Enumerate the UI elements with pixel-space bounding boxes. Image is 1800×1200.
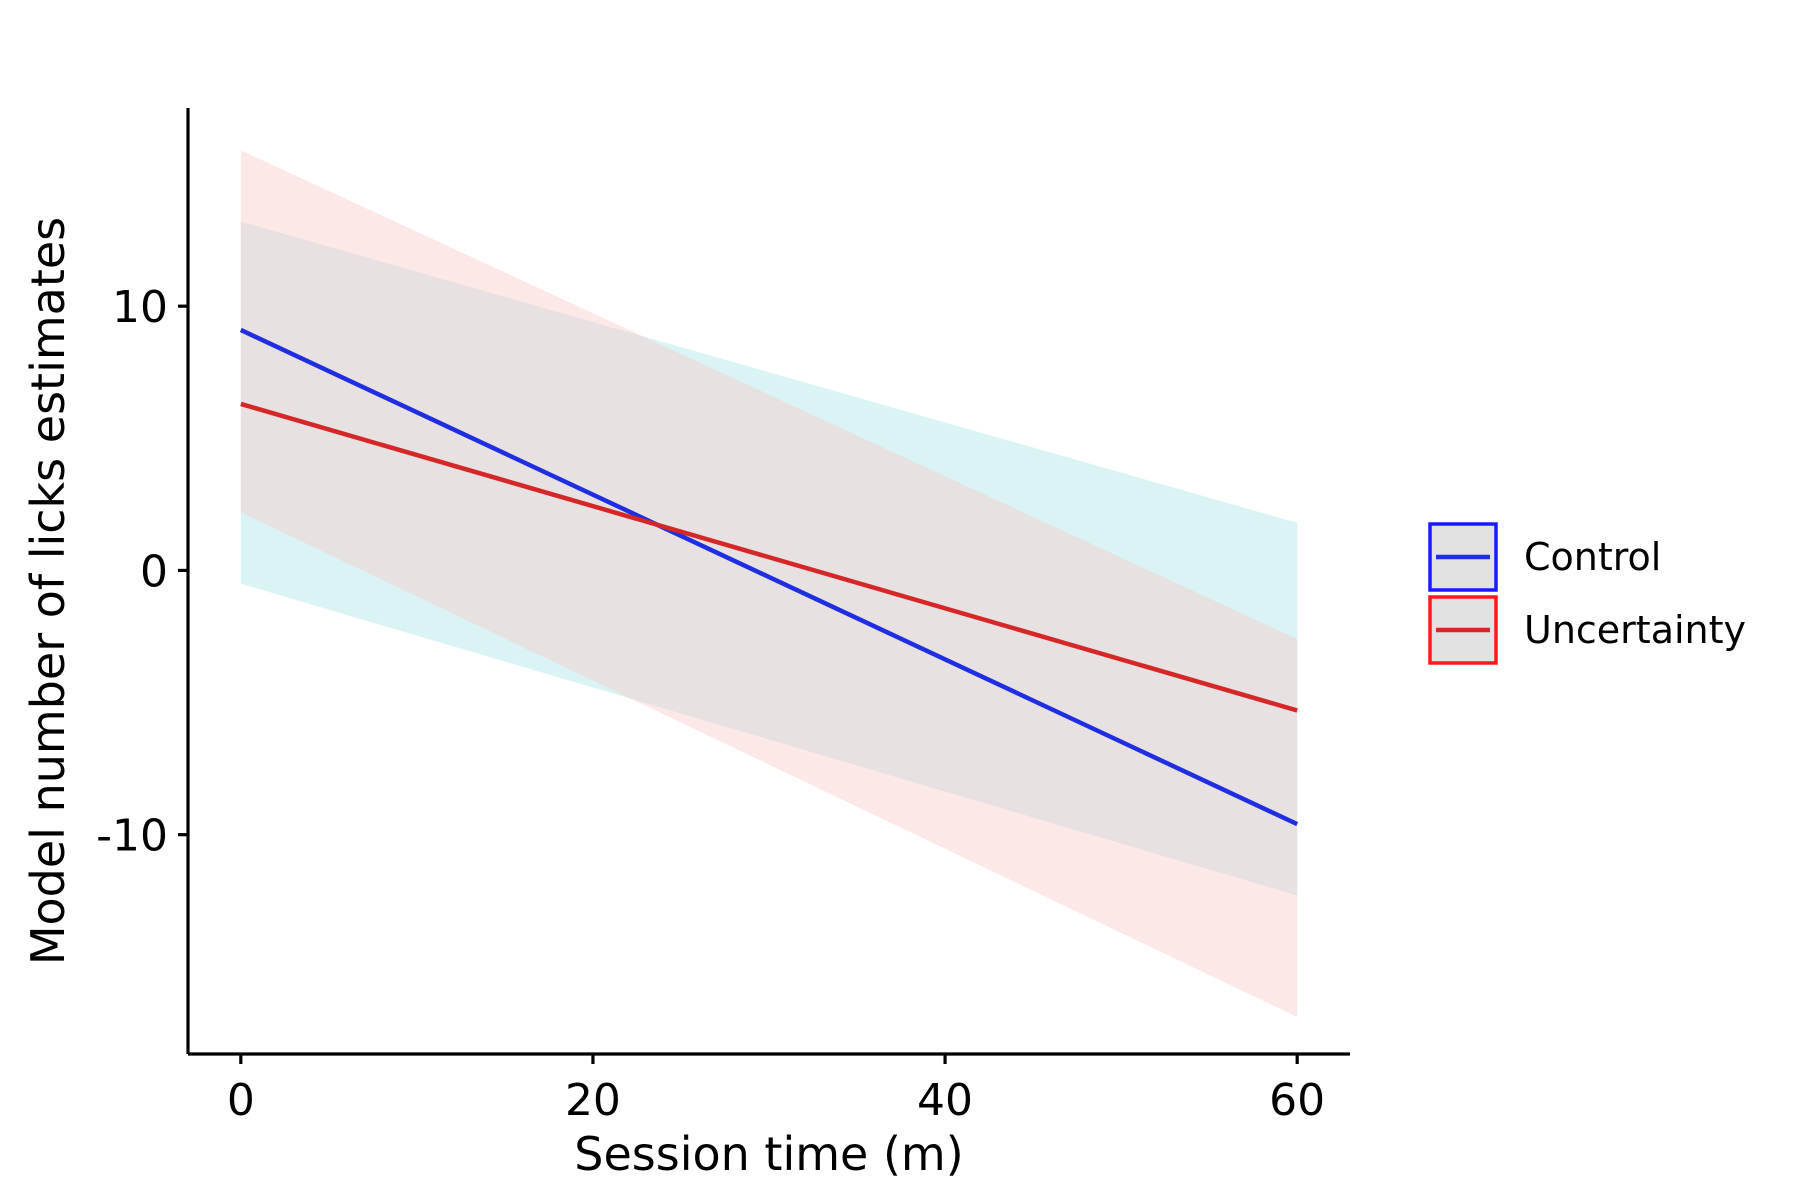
series-line-control bbox=[239, 327, 1299, 827]
legend-entry-uncertainty: Uncertainty bbox=[1428, 595, 1746, 665]
y-tick-label: 10 bbox=[112, 282, 168, 333]
axes bbox=[186, 108, 1350, 1056]
series-lines bbox=[239, 327, 1299, 827]
y-tick-label: 0 bbox=[140, 546, 168, 597]
x-tick-label: 0 bbox=[227, 1075, 255, 1126]
y-tick-label: -10 bbox=[96, 811, 168, 862]
axis-ticks: 0 20 40 60 10 0 -10 bbox=[96, 282, 1325, 1126]
confidence-bands bbox=[240, 150, 1298, 1018]
legend-label: Uncertainty bbox=[1524, 608, 1746, 652]
series-line-uncertainty bbox=[240, 401, 1298, 713]
legend-label: Control bbox=[1524, 535, 1661, 579]
ci-band-uncertainty bbox=[240, 150, 1298, 1018]
x-axis-title: Session time (m) bbox=[574, 1127, 963, 1181]
x-tick-label: 60 bbox=[1269, 1075, 1325, 1126]
x-tick-label: 40 bbox=[917, 1075, 973, 1126]
legend-entry-control: Control bbox=[1428, 522, 1661, 592]
y-axis-title: Model number of licks estimates bbox=[21, 217, 75, 965]
x-tick-label: 20 bbox=[565, 1075, 621, 1126]
legend: Control Uncertainty bbox=[1428, 522, 1746, 665]
